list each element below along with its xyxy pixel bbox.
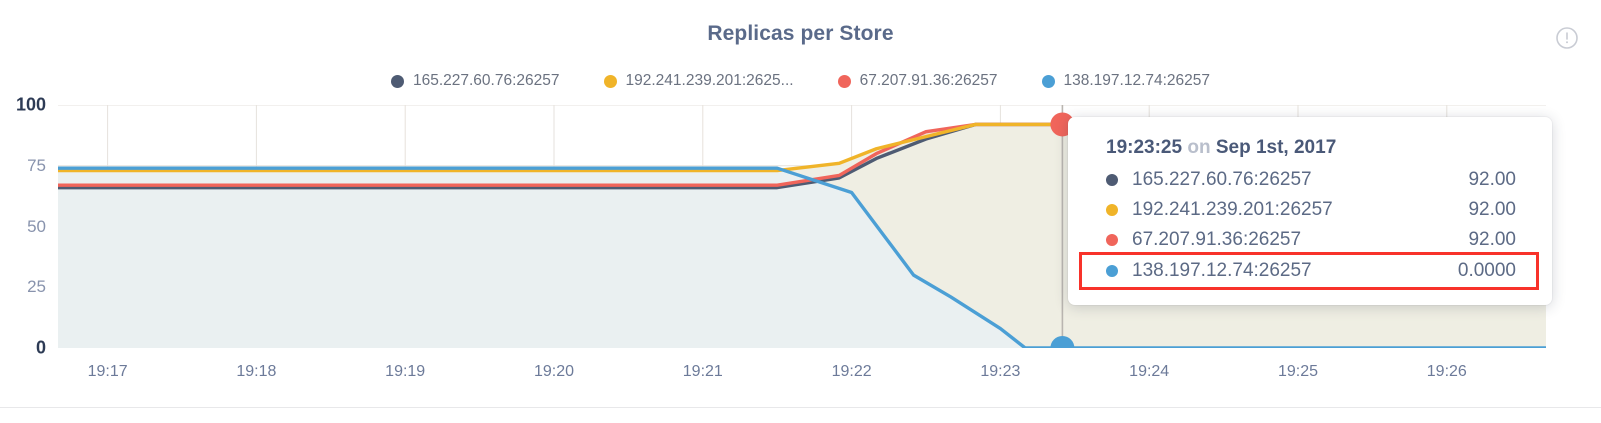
x-axis-tick-19-24: 19:24 (1129, 363, 1170, 380)
x-axis-tick-19-25: 19:25 (1277, 363, 1319, 380)
x-axis-tick-19-19: 19:19 (385, 363, 426, 380)
tooltip-label-0: 165.227.60.76:26257 (1132, 169, 1312, 190)
x-axis-tick-19-23: 19:23 (980, 363, 1021, 380)
y-axis-tick-25: 25 (27, 277, 46, 297)
tooltip-time: 19:23:25 (1106, 137, 1183, 158)
tooltip-dot-icon-0 (1106, 174, 1118, 186)
tooltip-row-2: 67.207.91.36:26257 92.00 (1068, 225, 1552, 255)
x-axis-tick-19-17: 19:17 (87, 363, 128, 380)
y-axis-tick-50: 50 (27, 216, 46, 236)
tooltip-on-word: on (1187, 137, 1211, 158)
y-axis-tick-0: 0 (35, 337, 46, 358)
legend-label-1: 192.241.239.201:2625... (625, 72, 794, 89)
x-axis-tick-19-22: 19:22 (831, 363, 872, 380)
tooltip-label-3: 138.197.12.74:26257 (1132, 260, 1312, 281)
y-axis-tick-100: 100 (15, 94, 46, 115)
y-axis-tick-75: 75 (27, 155, 46, 175)
tooltip-dot-icon-1 (1106, 204, 1118, 216)
tooltip-row-3-highlighted: 138.197.12.74:26257 0.0000 (1079, 252, 1539, 290)
tooltip-value-1: 92.00 (1468, 199, 1516, 220)
legend-dot-icon-1 (603, 74, 617, 88)
tooltip-dot-icon-2 (1106, 234, 1118, 246)
legend-label-3: 138.197.12.74:26257 (1063, 72, 1211, 89)
page-title: Replicas per Store (707, 22, 894, 45)
legend-label-2: 67.207.91.36:26257 (859, 72, 998, 89)
x-axis-tick-19-20: 19:20 (533, 363, 575, 380)
x-axis-tick-19-26: 19:26 (1426, 363, 1467, 380)
y-axis: 0 25 50 75 100 (0, 92, 58, 360)
tooltip-row-1: 192.241.239.201:26257 92.00 (1068, 195, 1552, 225)
panel-footer (0, 408, 1601, 423)
tooltip-label-2: 67.207.91.36:26257 (1132, 229, 1302, 250)
legend-item-2[interactable]: 67.207.91.36:26257 (837, 72, 998, 90)
legend-item-3[interactable]: 138.197.12.74:26257 (1041, 72, 1211, 90)
legend-dot-icon-0 (390, 74, 404, 88)
chart-tooltip: 19:23:25 on Sep 1st, 2017 165.227.60.76:… (1068, 117, 1552, 305)
legend-item-0[interactable]: 165.227.60.76:26257 (390, 72, 560, 90)
panel-divider (0, 407, 1601, 408)
exclamation-circle-icon[interactable] (1555, 26, 1579, 50)
tooltip-dot-icon-3 (1106, 265, 1118, 277)
tooltip-value-2: 92.00 (1468, 229, 1516, 250)
tooltip-date: Sep 1st, 2017 (1215, 137, 1337, 158)
x-axis-tick-19-18: 19:18 (236, 363, 277, 380)
tooltip-value-0: 92.00 (1468, 169, 1516, 190)
x-axis-tick-19-21: 19:21 (682, 363, 723, 380)
tooltip-row-0: 165.227.60.76:26257 92.00 (1068, 165, 1552, 195)
legend-item-1[interactable]: 192.241.239.201:2625... (603, 72, 794, 90)
x-axis: 19:17 19:18 19:19 19:20 19:21 19:22 19:23 19:24… (58, 355, 1546, 385)
legend-label-0: 165.227.60.76:26257 (412, 72, 560, 89)
legend-dot-icon-2 (837, 74, 851, 88)
tooltip-value-3: 0.0000 (1457, 260, 1516, 281)
tooltip-timestamp: 19:23:25 on Sep 1st, 2017 (1068, 133, 1552, 165)
legend-dot-icon-3 (1041, 74, 1055, 88)
chart-legend: 165.227.60.76:26257 192.241.239.201:2625… (0, 72, 1601, 90)
tooltip-label-1: 192.241.239.201:26257 (1132, 199, 1333, 220)
